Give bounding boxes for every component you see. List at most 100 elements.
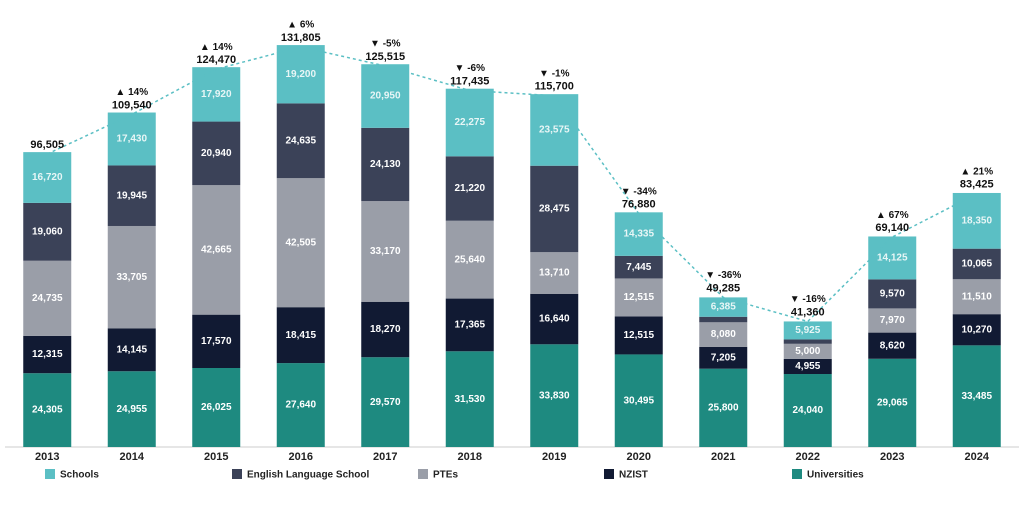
bar-segment <box>192 367 241 447</box>
bar-segment <box>530 293 579 345</box>
bar-segment <box>445 351 494 447</box>
bar-segment <box>23 335 72 374</box>
value-label: 20,940 <box>201 148 232 159</box>
value-label: 20,950 <box>370 91 401 102</box>
change-label: ▲ 14% <box>200 42 233 53</box>
x-tick-label: 2017 <box>373 451 397 463</box>
x-tick-label: 2013 <box>35 451 59 463</box>
total-line <box>46 46 978 323</box>
bar-segment <box>699 316 748 323</box>
value-label: 16,640 <box>539 314 570 325</box>
bar-segment <box>530 94 579 166</box>
x-tick-label: 2015 <box>204 451 228 463</box>
value-label: 22,275 <box>454 117 485 128</box>
bar-segment <box>107 112 156 166</box>
value-label: 14,145 <box>116 344 147 355</box>
change-label: ▼ -36% <box>705 270 741 281</box>
bar-segment <box>614 255 663 279</box>
value-label: 42,505 <box>285 237 316 248</box>
bar-segment <box>276 363 325 447</box>
bar-segment <box>783 374 832 447</box>
value-label: 14,125 <box>877 253 908 264</box>
legend-label: Schools <box>60 470 99 481</box>
total-label: 125,515 <box>365 51 405 63</box>
legend-label: NZIST <box>619 470 648 481</box>
bar-segment <box>783 339 832 344</box>
bar-segment <box>783 321 832 340</box>
total-label: 115,700 <box>535 81 574 93</box>
bar-segment <box>445 88 494 157</box>
total-label: 96,505 <box>30 139 64 151</box>
change-label: ▲ 14% <box>115 87 148 98</box>
total-label: 109,540 <box>112 99 152 111</box>
bar-segment <box>614 354 663 447</box>
bar-segment <box>107 225 156 329</box>
bar-segment <box>783 358 832 375</box>
value-label: 33,485 <box>961 391 992 402</box>
legend-label: Universities <box>807 470 864 481</box>
x-tick-label: 2019 <box>542 451 566 463</box>
bar-segment <box>276 103 325 179</box>
total-label: 124,470 <box>196 54 236 66</box>
value-label: 12,315 <box>32 349 63 360</box>
bar-segment <box>699 368 748 447</box>
bar-segment <box>952 192 1001 249</box>
value-label: 4,955 <box>795 361 820 372</box>
value-label: 13,710 <box>539 268 570 279</box>
bar-segment <box>868 358 917 447</box>
value-label: 6,385 <box>711 302 736 313</box>
value-label: 24,130 <box>370 159 401 170</box>
value-label: 9,570 <box>880 289 905 300</box>
bar-segment <box>23 202 72 261</box>
value-label: 19,200 <box>285 69 316 80</box>
total-label: 131,805 <box>281 32 321 44</box>
value-label: 27,640 <box>285 400 316 411</box>
bar-segment <box>952 279 1001 315</box>
bar-segment <box>23 260 72 336</box>
legend-label: English Language School <box>247 470 369 481</box>
value-label: 24,955 <box>116 404 147 415</box>
value-label: 42,665 <box>201 245 232 256</box>
value-label: 24,040 <box>792 405 823 416</box>
value-label: 29,570 <box>370 397 401 408</box>
total-label: 76,880 <box>622 199 656 211</box>
bar-segment <box>699 297 748 317</box>
bar-segment <box>614 316 663 355</box>
value-label: 25,640 <box>454 254 485 265</box>
bar-segment <box>530 252 579 294</box>
value-label: 17,365 <box>454 320 485 331</box>
bar-segment <box>361 301 410 358</box>
bar-segment <box>530 165 579 253</box>
bar-segment <box>530 344 579 447</box>
value-label: 23,575 <box>539 125 570 136</box>
x-tick-label: 2022 <box>796 451 820 463</box>
value-label: 30,495 <box>623 395 654 406</box>
x-tick-label: 2024 <box>965 451 990 463</box>
x-tick-label: 2016 <box>289 451 313 463</box>
bar-segment <box>192 185 241 315</box>
value-label: 17,570 <box>201 336 232 347</box>
bar-segment <box>868 279 917 309</box>
bar-segment <box>107 165 156 226</box>
legend-label: PTEs <box>433 470 458 481</box>
bar-segment <box>361 201 410 302</box>
value-label: 14,335 <box>623 229 654 240</box>
change-label: ▼ -34% <box>621 186 657 197</box>
bar-segment <box>445 220 494 299</box>
total-label: 49,285 <box>706 282 740 294</box>
x-tick-label: 2018 <box>458 451 482 463</box>
value-label: 33,705 <box>116 272 147 283</box>
value-label: 33,830 <box>539 390 570 401</box>
value-label: 29,065 <box>877 398 908 409</box>
change-label: ▼ -1% <box>539 68 570 79</box>
change-label: ▼ -16% <box>790 294 826 305</box>
value-label: 8,620 <box>880 340 905 351</box>
total-label: 41,360 <box>791 306 825 318</box>
bar-segment <box>699 346 748 369</box>
bar-segment <box>107 371 156 447</box>
bar-segment <box>276 307 325 364</box>
value-label: 12,515 <box>623 330 654 341</box>
value-label: 12,515 <box>623 292 654 303</box>
value-label: 24,635 <box>285 135 316 146</box>
change-label: ▼ -6% <box>455 63 486 74</box>
